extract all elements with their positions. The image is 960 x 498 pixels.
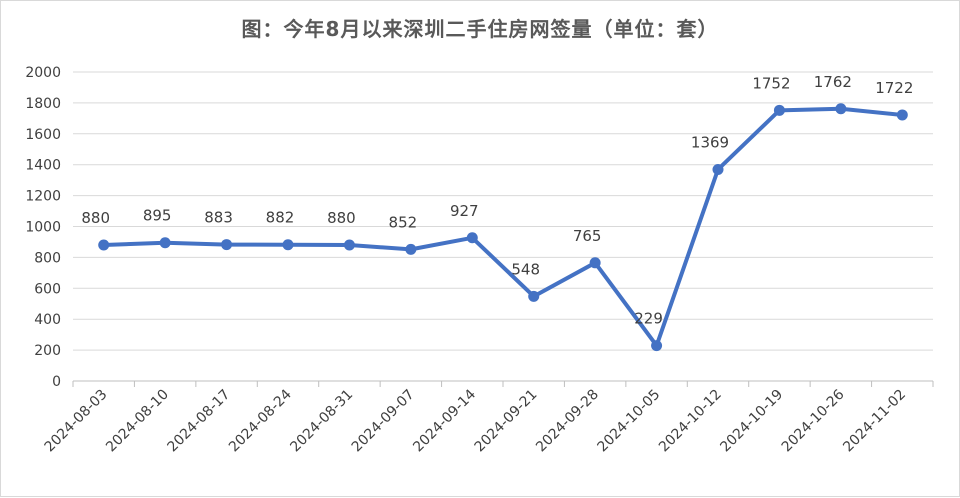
data-label: 229 (634, 310, 663, 328)
data-label: 883 (204, 209, 233, 227)
data-point (896, 109, 908, 121)
y-tick-label: 1200 (25, 189, 61, 205)
y-tick-label: 800 (34, 250, 61, 266)
data-label: 927 (450, 202, 479, 220)
data-point (589, 257, 601, 269)
data-point (343, 239, 355, 251)
data-label: 880 (81, 209, 110, 227)
x-tick-label: 2024-10-26 (779, 386, 848, 455)
x-tick-label: 2024-09-14 (410, 386, 479, 455)
data-label: 1722 (875, 79, 913, 97)
x-tick-label: 2024-08-31 (287, 387, 356, 456)
data-point (528, 290, 540, 302)
data-point (98, 239, 110, 251)
y-tick-label: 2000 (25, 65, 61, 81)
data-label: 895 (143, 207, 172, 225)
x-tick-label: 2024-09-21 (472, 387, 541, 456)
x-tick-label: 2024-09-07 (349, 387, 418, 456)
chart-title: 图：今年8月以来深圳二手住房网签量（单位：套） (241, 17, 719, 41)
data-label: 882 (266, 209, 295, 227)
y-tick-label: 1600 (25, 127, 61, 143)
data-label: 1752 (752, 74, 790, 92)
data-point (405, 243, 417, 255)
x-tick-label: 2024-08-10 (103, 387, 172, 456)
y-tick-label: 400 (34, 312, 61, 328)
x-tick-label: 2024-10-05 (595, 387, 664, 456)
data-label: 1369 (691, 133, 729, 151)
data-point (466, 232, 478, 244)
x-tick-label: 2024-08-03 (42, 387, 111, 456)
y-tick-label: 1400 (25, 158, 61, 174)
data-label: 1762 (814, 73, 852, 91)
x-tick-label: 2024-08-17 (165, 387, 234, 456)
x-tick-label: 2024-09-28 (533, 387, 602, 456)
y-tick-label: 0 (52, 374, 61, 390)
data-label: 852 (389, 213, 418, 231)
data-point (773, 104, 785, 116)
data-label: 765 (573, 227, 602, 245)
x-tick-label: 2024-11-02 (840, 387, 909, 456)
data-point (651, 340, 663, 352)
data-point (835, 103, 847, 115)
data-point (282, 239, 294, 251)
data-point (159, 237, 171, 249)
data-label: 880 (327, 209, 356, 227)
x-tick-label: 2024-10-12 (656, 387, 725, 456)
data-label: 548 (511, 260, 540, 278)
y-tick-label: 200 (34, 343, 61, 359)
series-line (101, 106, 905, 348)
y-tick-label: 600 (34, 281, 61, 297)
data-point (712, 163, 724, 175)
y-tick-label: 1800 (25, 96, 61, 112)
data-point (221, 239, 233, 251)
y-tick-label: 1000 (25, 220, 61, 236)
x-tick-label: 2024-08-24 (226, 386, 295, 455)
x-tick-label: 2024-10-19 (717, 387, 786, 456)
